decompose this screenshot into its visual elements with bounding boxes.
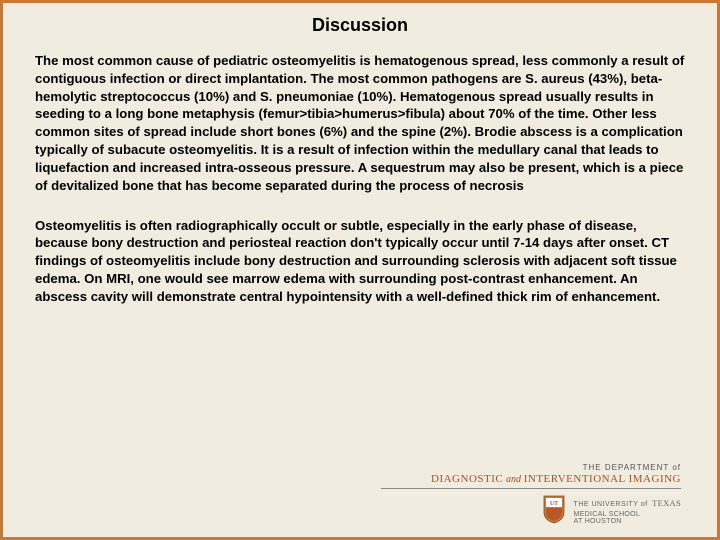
dept-diagnostic: DIAGNOSTIC	[431, 473, 503, 485]
university-text: THE UNIVERSITY of TEXAS MEDICAL SCHOOL A…	[574, 493, 681, 525]
paragraph-2: Osteomyelitis is often radiographically …	[35, 217, 685, 306]
footer-logo-block: THE DEPARTMENT of DIAGNOSTIC and INTERVE…	[381, 463, 681, 525]
ut-medical-school: MEDICAL SCHOOL	[574, 511, 681, 518]
ut-texas: TEXAS	[652, 498, 681, 508]
slide-title: Discussion	[35, 15, 685, 36]
ut-shield-icon: UT	[542, 494, 566, 524]
ut-at-houston: AT HOUSTON	[574, 518, 681, 525]
dept-title: DIAGNOSTIC and INTERVENTIONAL IMAGING	[381, 473, 681, 485]
dept-and: and	[506, 474, 521, 485]
dept-of-label: THE DEPARTMENT of	[381, 463, 681, 472]
svg-text:UT: UT	[549, 501, 557, 507]
ut-line-1: THE UNIVERSITY of TEXAS	[574, 493, 681, 511]
dept-interventional: INTERVENTIONAL IMAGING	[524, 473, 681, 485]
slide-container: Discussion The most common cause of pedi…	[0, 0, 720, 540]
university-row: UT THE UNIVERSITY of TEXAS MEDICAL SCHOO…	[381, 493, 681, 525]
logo-divider	[381, 488, 681, 489]
paragraph-1: The most common cause of pediatric osteo…	[35, 52, 685, 195]
ut-the-university-of: THE UNIVERSITY of	[574, 501, 648, 508]
